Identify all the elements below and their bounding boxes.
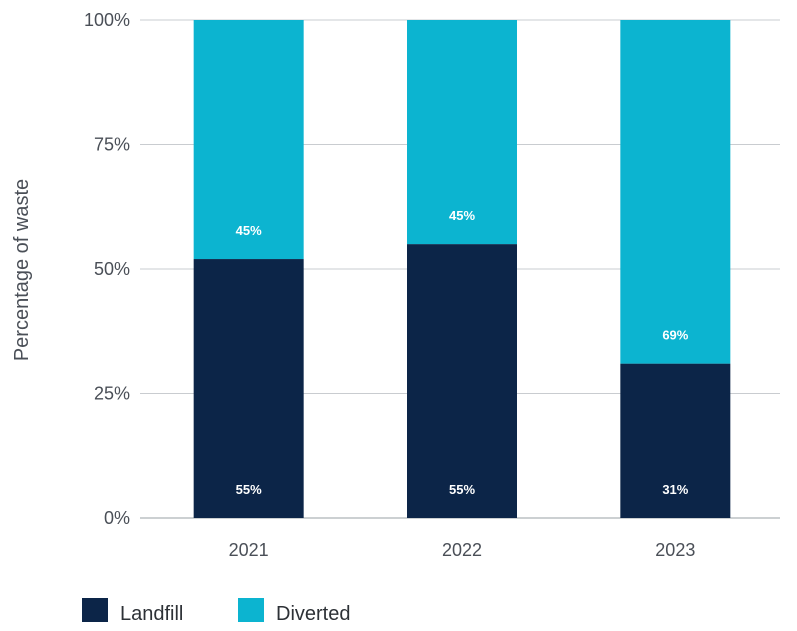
y-tick-label: 100% bbox=[84, 10, 130, 30]
y-tick-label: 25% bbox=[94, 384, 130, 404]
y-tick-labels: 0% 25% 50% 75% 100% bbox=[84, 10, 130, 528]
bar-diverted-2023 bbox=[620, 20, 731, 364]
legend-label: Diverted bbox=[276, 603, 350, 625]
bar-landfill-2021 bbox=[193, 259, 304, 518]
bars bbox=[193, 20, 731, 518]
bar-diverted-2022 bbox=[407, 20, 517, 245]
y-axis-title: Percentage of waste bbox=[11, 179, 33, 361]
data-label: 55% bbox=[236, 482, 262, 497]
data-label: 45% bbox=[449, 208, 475, 223]
data-label: 45% bbox=[236, 223, 262, 238]
bar-landfill-2022 bbox=[407, 244, 517, 518]
data-label: 31% bbox=[662, 482, 688, 497]
y-tick-label: 0% bbox=[104, 508, 130, 528]
bar-landfill-2023 bbox=[620, 363, 731, 518]
y-tick-label: 50% bbox=[94, 259, 130, 279]
x-tick-labels: 2021 2022 2023 bbox=[229, 540, 696, 560]
legend-swatch bbox=[238, 598, 264, 622]
data-label: 55% bbox=[449, 482, 475, 497]
data-label: 69% bbox=[662, 328, 688, 343]
bar-labels: 55% 45% 55% 45% 31% 69% bbox=[236, 208, 689, 497]
bar-diverted-2021 bbox=[193, 20, 304, 260]
x-tick-label: 2023 bbox=[655, 540, 695, 560]
y-tick-label: 75% bbox=[94, 135, 130, 155]
x-tick-label: 2022 bbox=[442, 540, 482, 560]
legend-label: Landfill bbox=[120, 603, 183, 625]
legend-swatch bbox=[82, 598, 108, 622]
legend: Landfill Diverted bbox=[82, 598, 350, 625]
x-tick-label: 2021 bbox=[229, 540, 269, 560]
